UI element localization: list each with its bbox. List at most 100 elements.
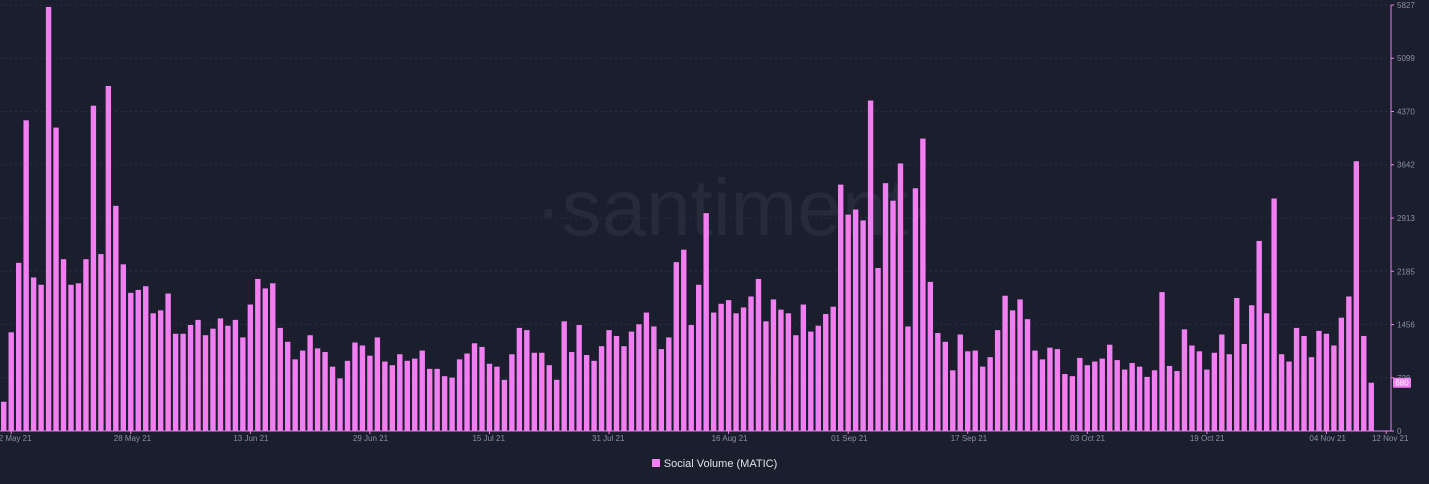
bar[interactable] <box>1308 357 1315 431</box>
bar[interactable] <box>823 314 829 431</box>
bar[interactable] <box>157 310 164 431</box>
bar[interactable] <box>1107 344 1113 431</box>
bar[interactable] <box>1293 327 1300 431</box>
bar[interactable] <box>994 330 1001 431</box>
bar[interactable] <box>1159 292 1165 431</box>
bar[interactable] <box>920 138 926 431</box>
bar[interactable] <box>1263 313 1270 431</box>
bar[interactable] <box>307 335 313 431</box>
bar[interactable] <box>621 346 627 431</box>
bar[interactable] <box>628 331 635 431</box>
bar[interactable] <box>613 335 620 431</box>
bar[interactable] <box>987 357 993 431</box>
bar[interactable] <box>658 349 665 431</box>
bar[interactable] <box>554 379 560 431</box>
bar[interactable] <box>1204 369 1210 431</box>
bar[interactable] <box>830 306 836 431</box>
bar[interactable] <box>1069 376 1076 431</box>
bar[interactable] <box>576 324 582 431</box>
bar[interactable] <box>397 354 403 431</box>
bar[interactable] <box>464 353 470 431</box>
bar[interactable] <box>703 213 709 431</box>
bar[interactable] <box>329 366 336 431</box>
bar[interactable] <box>1241 344 1247 431</box>
bar[interactable] <box>696 284 702 431</box>
bar[interactable] <box>172 333 179 431</box>
bar[interactable] <box>434 368 440 431</box>
legend[interactable]: Social Volume (MATIC) <box>0 458 1429 470</box>
bar[interactable] <box>359 345 366 431</box>
bar[interactable] <box>1017 299 1023 431</box>
bar[interactable] <box>778 309 784 431</box>
bar[interactable] <box>516 327 523 431</box>
bar[interactable] <box>666 337 672 431</box>
bar[interactable] <box>426 368 433 431</box>
bar[interactable] <box>38 284 44 431</box>
bar[interactable] <box>927 281 934 431</box>
bar[interactable] <box>524 330 530 431</box>
bar[interactable] <box>1338 317 1345 431</box>
bar[interactable] <box>1 401 7 431</box>
bar[interactable] <box>957 334 963 431</box>
bar[interactable] <box>113 205 119 431</box>
bar[interactable] <box>1346 296 1352 431</box>
bar[interactable] <box>1136 366 1143 431</box>
bar[interactable] <box>143 286 149 431</box>
bar[interactable] <box>90 105 97 431</box>
bar[interactable] <box>509 354 515 431</box>
bar[interactable] <box>860 220 866 431</box>
bar[interactable] <box>202 335 209 431</box>
bar[interactable] <box>1316 330 1322 431</box>
bar[interactable] <box>1174 371 1180 431</box>
bar[interactable] <box>1278 354 1285 431</box>
bar[interactable] <box>374 337 381 431</box>
bar[interactable] <box>673 262 679 431</box>
bar[interactable] <box>1062 373 1068 431</box>
bar[interactable] <box>890 200 896 431</box>
bar[interactable] <box>1181 329 1188 431</box>
bar[interactable] <box>1301 335 1307 431</box>
bar[interactable] <box>60 259 67 431</box>
bar[interactable] <box>120 264 126 431</box>
bar[interactable] <box>785 313 792 431</box>
bar[interactable] <box>1009 310 1016 431</box>
bar[interactable] <box>314 348 321 431</box>
bar[interactable] <box>344 360 351 431</box>
bar[interactable] <box>546 365 552 431</box>
bar[interactable] <box>247 304 254 431</box>
bar[interactable] <box>688 324 694 431</box>
bar[interactable] <box>965 351 971 431</box>
bar[interactable] <box>852 209 859 431</box>
bar[interactable] <box>255 278 261 431</box>
bar[interactable] <box>270 283 276 431</box>
bar[interactable] <box>285 341 291 431</box>
bar[interactable] <box>195 319 201 431</box>
bar[interactable] <box>456 359 463 431</box>
bar[interactable] <box>539 352 545 431</box>
bar[interactable] <box>150 313 156 431</box>
bar[interactable] <box>1211 352 1218 431</box>
bar[interactable] <box>8 332 14 431</box>
bar[interactable] <box>1196 351 1203 431</box>
bar[interactable] <box>479 346 485 431</box>
bar[interactable] <box>449 377 455 431</box>
bar[interactable] <box>838 184 844 431</box>
bar[interactable] <box>725 300 732 431</box>
bar[interactable] <box>800 304 807 431</box>
bar[interactable] <box>755 278 762 431</box>
bar[interactable] <box>1114 360 1120 431</box>
bar[interactable] <box>770 299 777 431</box>
bar[interactable] <box>1151 370 1158 431</box>
bar[interactable] <box>815 325 821 431</box>
bar[interactable] <box>23 120 29 431</box>
bar[interactable] <box>419 350 425 431</box>
bar[interactable] <box>1286 361 1292 431</box>
bar[interactable] <box>972 350 978 431</box>
bar[interactable] <box>1121 369 1128 431</box>
bar[interactable] <box>494 366 500 431</box>
bar[interactable] <box>441 376 448 431</box>
bar[interactable] <box>1099 358 1105 431</box>
bar[interactable] <box>412 358 418 431</box>
bar[interactable] <box>1129 363 1135 431</box>
bar[interactable] <box>1002 295 1008 431</box>
